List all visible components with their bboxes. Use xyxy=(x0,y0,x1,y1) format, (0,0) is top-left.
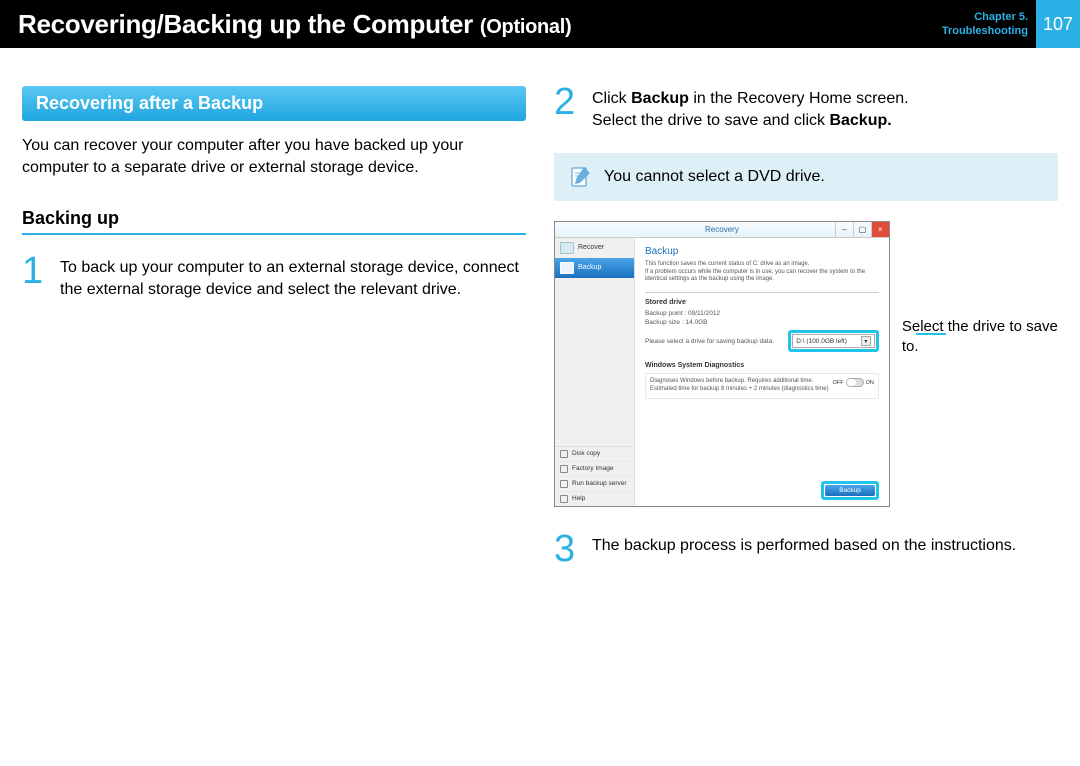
backup-button[interactable]: Backup xyxy=(825,485,875,496)
stored-drive-label: Stored drive xyxy=(645,299,879,306)
window-controls: – ▢ × xyxy=(835,222,889,237)
recovery-app-screenshot: Recovery – ▢ × Recover xyxy=(554,221,1058,507)
main-title: Backup xyxy=(645,246,879,257)
title-optional: (Optional) xyxy=(480,16,571,38)
step-2-text: Click Backup in the Recovery Home screen… xyxy=(592,86,909,133)
backup-size: Backup size : 14.0GB xyxy=(645,319,879,326)
run-backup-label: Run backup server xyxy=(572,480,627,487)
note-text: You cannot select a DVD drive. xyxy=(604,168,825,186)
step-number-2: 2 xyxy=(554,86,580,133)
app-title: Recovery xyxy=(705,225,739,234)
page-number: 107 xyxy=(1036,0,1080,48)
content-area: Recovering after a Backup You can recove… xyxy=(0,48,1080,585)
step-1-text: To back up your computer to an external … xyxy=(60,255,526,302)
backup-button-highlight: Backup xyxy=(821,481,879,500)
step-2: 2 Click Backup in the Recovery Home scre… xyxy=(554,86,1058,133)
maximize-button[interactable]: ▢ xyxy=(853,222,871,237)
diagnostics-row: Diagnoses Windows before backup. Require… xyxy=(645,373,879,399)
toggle-off-label: OFF xyxy=(833,380,844,386)
sidebar-bottom: Disk copy Factory Image Run backup serve… xyxy=(555,446,634,506)
diagnostics-text: Diagnoses Windows before backup. Require… xyxy=(650,378,833,394)
step2-b: in the Recovery Home screen. xyxy=(689,90,909,107)
run-backup-icon xyxy=(560,480,568,488)
toggle-on-label: ON xyxy=(866,380,874,386)
factory-image-icon xyxy=(560,465,568,473)
left-column: Recovering after a Backup You can recove… xyxy=(22,86,526,585)
chevron-down-icon: ▾ xyxy=(861,336,871,346)
step-1: 1 To back up your computer to an externa… xyxy=(22,255,526,302)
close-button[interactable]: × xyxy=(871,222,889,237)
step-number-1: 1 xyxy=(22,255,48,302)
step2-a: Click xyxy=(592,90,631,107)
page-header: Recovering/Backing up the Computer (Opti… xyxy=(0,0,1080,48)
chapter-info: Chapter 5. Troubleshooting xyxy=(942,10,1036,39)
recovery-app-window: Recovery – ▢ × Recover xyxy=(554,221,890,507)
step-3: 3 The backup process is performed based … xyxy=(554,533,1058,565)
right-column: 2 Click Backup in the Recovery Home scre… xyxy=(554,86,1058,585)
backup-label: Backup xyxy=(578,264,601,271)
note-box: You cannot select a DVD drive. xyxy=(554,153,1058,201)
drive-select-row: Please select a drive for saving backup … xyxy=(645,330,879,352)
chapter-line2: Troubleshooting xyxy=(942,24,1028,38)
help-icon xyxy=(560,495,568,503)
app-main: Backup This function saves the current s… xyxy=(635,238,889,506)
app-titlebar: Recovery – ▢ × xyxy=(555,222,889,238)
intro-paragraph: You can recover your computer after you … xyxy=(22,135,526,180)
sidebar-item-factory-image[interactable]: Factory Image xyxy=(555,461,634,476)
toggle-track xyxy=(846,378,864,387)
app-sidebar: Recover Backup Disk copy Factory Image R… xyxy=(555,238,635,506)
step-3-text: The backup process is performed based on… xyxy=(592,533,1016,565)
title-main: Recovering/Backing up the Computer xyxy=(18,9,473,39)
drive-dropdown[interactable]: D:\ (100.0GB left) ▾ xyxy=(792,334,875,348)
step2-bold1: Backup xyxy=(631,90,689,107)
sidebar-item-help[interactable]: Help xyxy=(555,491,634,506)
sidebar-item-recover[interactable]: Recover xyxy=(555,238,634,258)
backup-point: Backup point : 09/11/2012 xyxy=(645,310,879,317)
step-number-3: 3 xyxy=(554,533,580,565)
divider xyxy=(645,292,879,293)
step2-bold2: Backup. xyxy=(829,112,891,129)
diagnostics-label: Windows System Diagnostics xyxy=(645,362,879,369)
main-desc: This function saves the current status o… xyxy=(645,261,879,284)
desc1: This function saves the current status o… xyxy=(645,261,809,267)
app-body: Recover Backup Disk copy Factory Image R… xyxy=(555,238,889,506)
drive-value: D:\ (100.0GB left) xyxy=(796,338,847,345)
page-title: Recovering/Backing up the Computer (Opti… xyxy=(18,9,571,40)
please-select: Please select a drive for saving backup … xyxy=(645,338,774,345)
desc2: If a problem occurs while the computer i… xyxy=(645,269,865,283)
minimize-button[interactable]: – xyxy=(835,222,853,237)
callout-text: Select the drive to save to. xyxy=(902,317,1058,358)
toggle-thumb xyxy=(847,379,856,386)
sidebar-item-disk-copy[interactable]: Disk copy xyxy=(555,447,634,461)
section-heading-bar: Recovering after a Backup xyxy=(22,86,526,121)
recover-icon xyxy=(560,242,574,254)
backup-icon xyxy=(560,262,574,274)
header-right: Chapter 5. Troubleshooting 107 xyxy=(942,0,1080,48)
recover-label: Recover xyxy=(578,244,604,251)
sidebar-item-run-backup[interactable]: Run backup server xyxy=(555,476,634,491)
subheading-backing-up: Backing up xyxy=(22,208,526,235)
sidebar-item-backup[interactable]: Backup xyxy=(555,258,634,278)
factory-image-label: Factory Image xyxy=(572,465,614,472)
note-icon xyxy=(568,165,592,189)
help-label: Help xyxy=(572,495,585,502)
callout-line xyxy=(916,333,946,335)
disk-copy-icon xyxy=(560,450,568,458)
sidebar-top: Recover Backup xyxy=(555,238,634,446)
diagnostics-toggle[interactable]: OFF ON xyxy=(833,378,874,387)
disk-copy-label: Disk copy xyxy=(572,450,600,457)
chapter-line1: Chapter 5. xyxy=(942,10,1028,24)
step2-c: Select the drive to save and click xyxy=(592,112,829,129)
drive-select-highlight: D:\ (100.0GB left) ▾ xyxy=(788,330,879,352)
